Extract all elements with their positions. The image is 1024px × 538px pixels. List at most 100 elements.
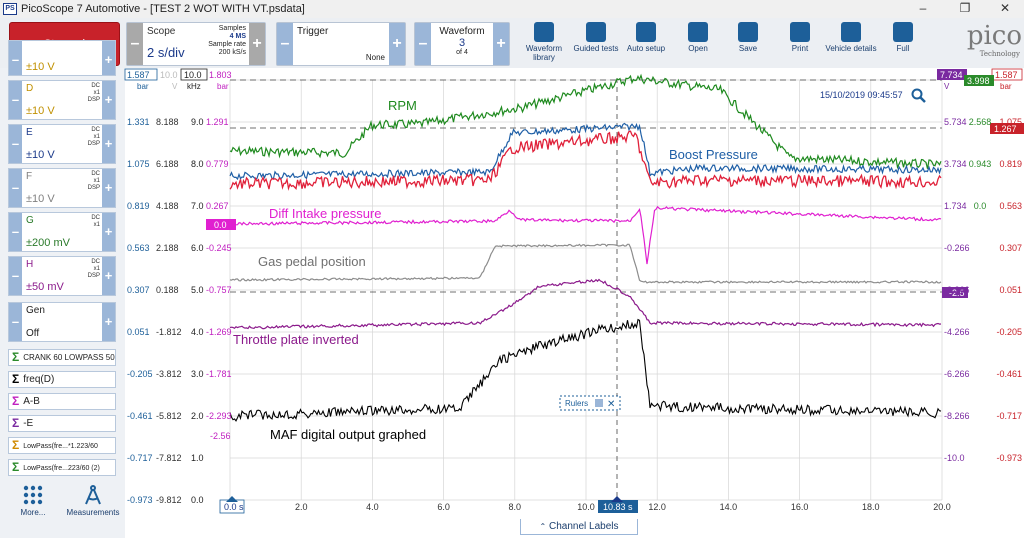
axis-b-tick: -1.812 (156, 327, 182, 337)
vehicle-details-label: Vehicle details (825, 44, 877, 53)
channel-c-range[interactable]: ±10 V (26, 61, 55, 73)
save-button[interactable]: Save (721, 20, 775, 66)
boost-marker-box[interactable] (990, 123, 1024, 134)
more-button[interactable]: More... (3, 484, 63, 530)
math-channel-crank[interactable]: Σ CRANK 60 LOWPASS 50 (8, 349, 116, 366)
restore-icon[interactable]: ❐ (959, 1, 971, 15)
axis-b-top-box[interactable] (180, 68, 208, 81)
channel-c-decrease[interactable]: – (9, 41, 22, 75)
label-throttle-plate[interactable]: Throttle plate inverted (233, 332, 359, 347)
channel-d[interactable]: – D DC x1 DSP ±10 V + (8, 80, 116, 120)
channel-g-range[interactable]: ±200 mV (26, 237, 70, 249)
axis-c-tick: 4.0 (191, 327, 204, 337)
grid-dots-icon (23, 485, 43, 505)
math-channel-a-minus-b[interactable]: Σ A-B (8, 393, 116, 410)
x-tick-label: 6.0 (437, 502, 450, 512)
trigger-mode[interactable]: None (365, 53, 385, 62)
axis-f-top-box[interactable] (991, 68, 1023, 81)
rulers-close-icon[interactable]: ✕ (607, 399, 615, 410)
diff-marker-box[interactable] (206, 219, 236, 230)
trigger-marker-icon[interactable] (226, 496, 238, 502)
math-channel-minus-e[interactable]: Σ -E (8, 415, 116, 432)
auto-setup-button[interactable]: Auto setup (619, 20, 673, 66)
trigger-next-button[interactable]: + (389, 23, 405, 65)
diff-marker: 0.0 (214, 220, 227, 230)
channel-f-increase[interactable]: + (102, 169, 115, 207)
guided-tests-button[interactable]: Guided tests (569, 20, 623, 66)
axis-c-tick: 2.0 (191, 411, 204, 421)
trigger-prev-button[interactable]: – (277, 23, 293, 65)
folder-icon (688, 22, 708, 42)
math-channel-lowpass-1[interactable]: Σ LowPass(fre...*1.223/60 (8, 437, 116, 454)
rulers-box[interactable] (559, 395, 621, 411)
x-start-label: 0.0 s (224, 502, 244, 512)
cursor-time-box[interactable] (598, 500, 638, 513)
cursor-marker-icon[interactable] (611, 496, 623, 502)
channel-e-increase[interactable]: + (102, 125, 115, 163)
waveform-index[interactable]: 3 (458, 37, 466, 49)
waveform-prev-button[interactable]: – (415, 23, 431, 65)
timebase-increase-button[interactable]: + (249, 23, 265, 65)
scope-control: – Scope 2 s/div Samples 4 MS Sample rate… (126, 22, 266, 66)
channel-g-decrease[interactable]: – (9, 213, 22, 251)
channel-e[interactable]: – E DC x1 DSP ±10 V + (8, 124, 116, 164)
channel-e-decrease[interactable]: – (9, 125, 22, 163)
axis-b-tick: 2.188 (156, 243, 179, 253)
axis-f-tick: -0.461 (996, 369, 1022, 379)
label-diff-intake-pressure[interactable]: Diff Intake pressure (269, 206, 381, 221)
label-maf[interactable]: MAF digital output graphed (270, 427, 426, 442)
waveform-library-button[interactable]: Waveform library (517, 20, 571, 66)
signal-generator[interactable]: – Gen Off + (8, 302, 116, 342)
channel-f-decrease[interactable]: – (9, 169, 22, 207)
generator-state[interactable]: Off (26, 328, 40, 339)
channel-h-range[interactable]: ±50 mV (26, 281, 64, 293)
generator-increase[interactable]: + (102, 303, 115, 341)
car-icon (586, 22, 606, 42)
close-icon[interactable]: ✕ (999, 1, 1011, 15)
channel-h-decrease[interactable]: – (9, 257, 22, 295)
measurements-button[interactable]: Measurements (63, 484, 123, 530)
waveform-next-button[interactable]: + (493, 23, 509, 65)
math-channel-lowpass-2[interactable]: Σ LowPass(fre...223/60 (2) (8, 459, 116, 476)
generator-decrease[interactable]: – (9, 303, 22, 341)
scope-plot[interactable]: 1.587 bar 10.0 V 10.0 kHz 1.803 bar -2.5… (0, 68, 1024, 538)
axis-g-top-box[interactable] (964, 75, 994, 86)
label-boost-pressure[interactable]: Boost Pressure (669, 147, 758, 162)
pico-logo-text: pico (966, 21, 1022, 51)
timebase-decrease-button[interactable]: – (127, 23, 143, 65)
measurements-label: Measurements (66, 508, 120, 517)
axis-e-top-box[interactable] (937, 69, 967, 80)
axis-a-top-box[interactable] (124, 68, 158, 81)
channel-d-increase[interactable]: + (102, 81, 115, 119)
label-rpm[interactable]: RPM (388, 98, 417, 113)
channel-f-name: F (26, 171, 33, 182)
timebase-value[interactable]: 2 s/div (147, 45, 185, 60)
channel-d-range[interactable]: ±10 V (26, 105, 55, 117)
label-gas-pedal[interactable]: Gas pedal position (258, 254, 366, 269)
channel-g[interactable]: – G DC x1 ±200 mV + (8, 212, 116, 252)
sigma-icon: Σ (12, 372, 20, 386)
guided-tests-label: Guided tests (573, 44, 619, 53)
channel-g-increase[interactable]: + (102, 213, 115, 251)
channel-e-range[interactable]: ±10 V (26, 149, 55, 161)
minimize-icon[interactable]: – (919, 1, 927, 15)
channel-c-increase[interactable]: + (102, 41, 115, 75)
full-screen-button[interactable]: Full (876, 20, 930, 66)
channel-labels-tab[interactable]: ⌃ Channel Labels (520, 519, 638, 535)
channel-f-range[interactable]: ±10 V (26, 193, 55, 205)
vehicle-details-button[interactable]: Vehicle details (824, 20, 878, 66)
channel-c[interactable]: – ±10 V + (8, 40, 116, 76)
zoom-icon[interactable] (911, 88, 926, 103)
axis-c-top: 1.803 (209, 70, 232, 80)
samples-value[interactable]: 4 MS (229, 33, 246, 40)
diff-intake-trace (229, 205, 942, 265)
channel-f[interactable]: – F DC x1 DSP ±10 V + (8, 168, 116, 208)
channel-h[interactable]: – H DC x1 DSP ±50 mV + (8, 256, 116, 296)
minus-marker-box[interactable] (942, 287, 968, 298)
channel-h-increase[interactable]: + (102, 257, 115, 295)
print-button[interactable]: Print (773, 20, 827, 66)
open-button[interactable]: Open (671, 20, 725, 66)
rulers-toggle-icon[interactable] (595, 399, 603, 407)
channel-d-decrease[interactable]: – (9, 81, 22, 119)
